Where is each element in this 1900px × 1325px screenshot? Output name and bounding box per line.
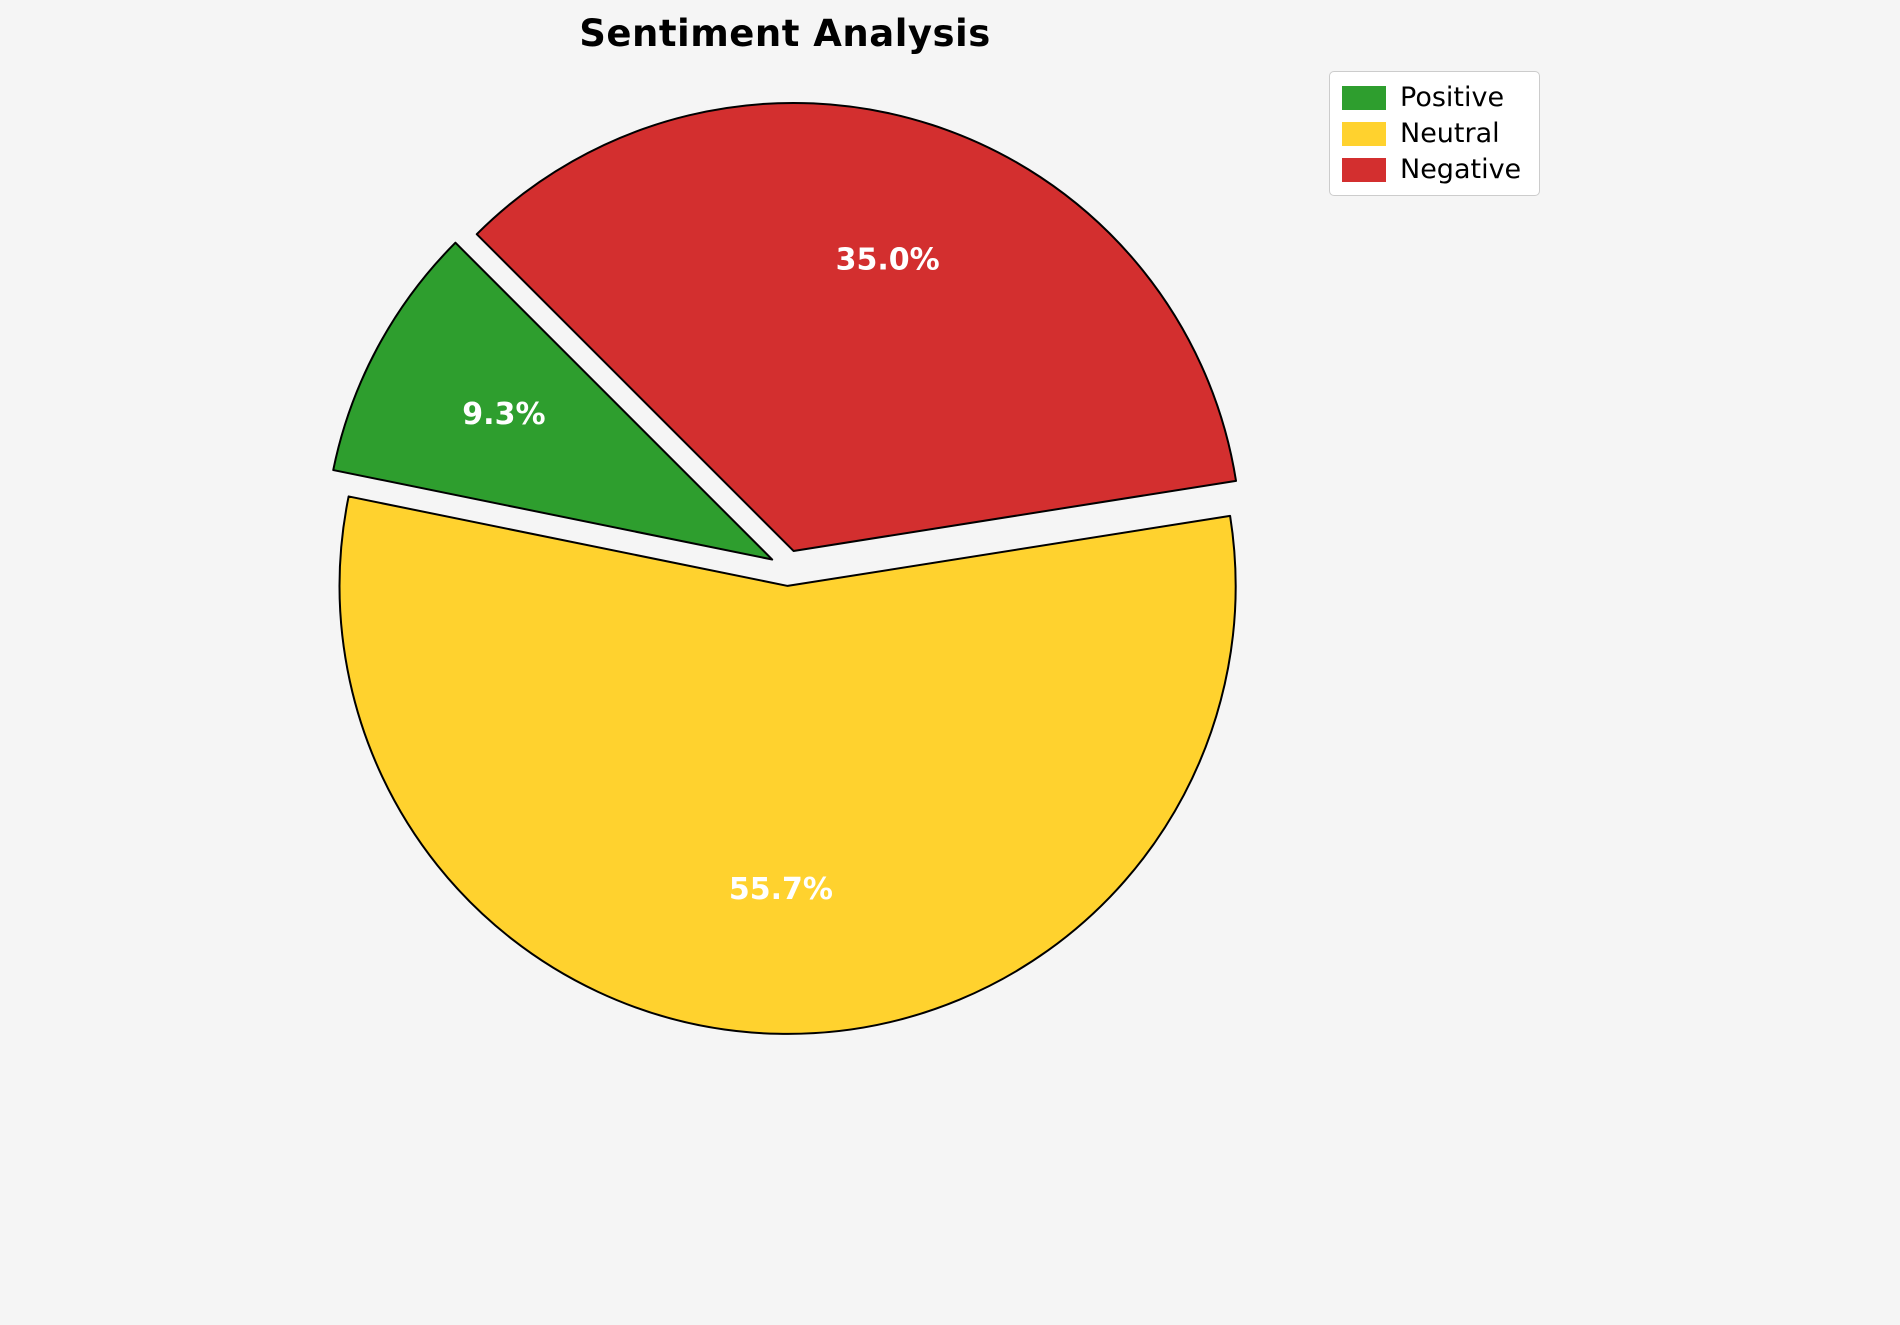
legend-swatch-negative	[1342, 157, 1386, 182]
chart-title: Sentiment Analysis	[579, 12, 991, 55]
legend-label-neutral: Neutral	[1400, 118, 1500, 149]
legend-item-negative: Negative	[1342, 156, 1521, 183]
pie-slice-neutral	[338, 495, 1237, 1035]
pie-pct-label-positive: 9.3%	[462, 397, 545, 432]
pie-pct-label-negative: 35.0%	[836, 243, 940, 278]
legend: Positive Neutral Negative	[1329, 71, 1541, 196]
legend-label-positive: Positive	[1400, 82, 1505, 113]
legend-item-neutral: Neutral	[1342, 120, 1521, 147]
pie-slice-positive	[332, 241, 774, 561]
pie-pct-label-neutral: 55.7%	[729, 872, 833, 907]
pie-slice-negative	[475, 101, 1238, 552]
legend-label-negative: Negative	[1400, 154, 1522, 185]
legend-item-positive: Positive	[1342, 84, 1521, 111]
legend-swatch-positive	[1342, 85, 1386, 110]
legend-swatch-neutral	[1342, 121, 1386, 146]
